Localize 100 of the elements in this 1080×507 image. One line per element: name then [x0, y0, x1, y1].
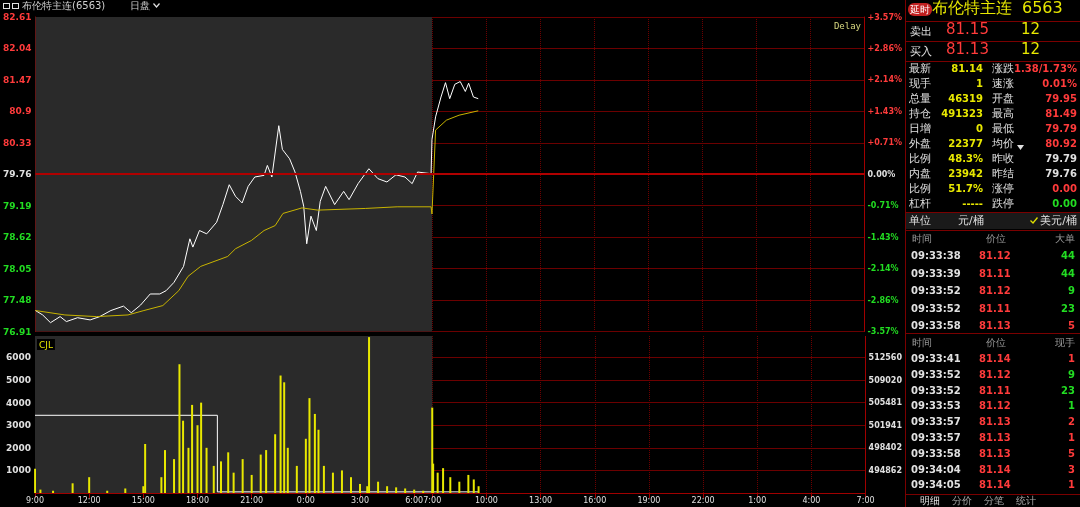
x-tick-label: 9:00: [26, 495, 44, 505]
y-tick-label: 6000: [5, 352, 31, 363]
text: 延时: [908, 3, 932, 16]
y-tick-label: 2000: [5, 442, 31, 453]
text: 09:33:38: [911, 249, 961, 263]
text: 81.13: [979, 319, 1011, 333]
text: 81.14: [979, 478, 1011, 493]
text: 1.38/1.73%: [1013, 62, 1077, 76]
text: 79.95: [1045, 92, 1077, 106]
y2-tick-label: -0.71%: [867, 201, 899, 211]
y2-tick-label: +1.43%: [867, 106, 903, 116]
text: 1: [976, 77, 983, 91]
y2-tick-label: -3.57%: [867, 327, 899, 336]
y2-tick-label: 501941: [868, 420, 903, 430]
y-tick-label: 79.76: [3, 169, 32, 180]
text: 5: [1068, 446, 1075, 461]
text: 跌停: [992, 197, 1014, 211]
text: 09:33:52: [911, 301, 961, 316]
text: 09:33:39: [911, 266, 961, 281]
text: 价位: [986, 336, 1006, 350]
text: 统计: [1016, 495, 1036, 507]
y2-tick-label: +2.14%: [867, 75, 903, 85]
y2-tick-label: +2.86%: [867, 43, 903, 53]
text: 79.79: [1045, 122, 1077, 136]
text: 涨跌: [992, 62, 1014, 76]
text: 1: [1068, 399, 1075, 414]
text: 09:33:52: [911, 284, 961, 298]
text: 48.3%: [948, 152, 983, 166]
text: 单位: [909, 214, 931, 228]
text: 491323: [941, 107, 983, 121]
y2-tick-label: 498402: [868, 443, 903, 453]
x-tick-label: 12:00: [77, 495, 101, 505]
y-tick-label: 76.91: [3, 326, 32, 337]
text: 81.14: [979, 462, 1011, 477]
text: 1: [1068, 352, 1075, 366]
text: 开盘: [992, 92, 1014, 106]
text: 81.49: [1045, 107, 1077, 121]
text: 44: [1061, 249, 1075, 263]
text: 3: [1068, 462, 1075, 477]
text: 81.13: [946, 40, 989, 58]
x-tick-label: 1:00: [748, 495, 767, 505]
y2-tick-label: -2.14%: [867, 264, 899, 274]
y-tick-label: 82.04: [3, 43, 32, 54]
y-tick-label: 4000: [5, 397, 31, 408]
x-tick-label: 4:00: [802, 495, 821, 505]
text: 大单: [1055, 232, 1075, 246]
text: 最低: [992, 122, 1014, 136]
text: 布伦特主连: [932, 0, 1012, 17]
text: 比例: [909, 152, 931, 166]
text: 12: [1021, 20, 1041, 38]
text: 79.76: [1045, 167, 1077, 181]
chart-title: 布伦特主连(6563): [22, 0, 106, 11]
x-tick-label: 19:00: [637, 495, 661, 505]
text: 速涨: [992, 77, 1014, 91]
text: 9: [1068, 284, 1075, 298]
text: 81.15: [946, 20, 989, 38]
text: 81.13: [979, 446, 1011, 461]
text: 81.14: [979, 352, 1011, 366]
text: 46319: [948, 92, 983, 106]
text: 均价: [992, 137, 1014, 151]
text: 比例: [909, 182, 931, 196]
text: 44: [1061, 266, 1075, 281]
text: 81.14: [951, 62, 983, 76]
text: 79.79: [1045, 152, 1077, 166]
text: 元/桶: [958, 214, 984, 228]
text: 6563: [1022, 0, 1063, 17]
text: 81.13: [979, 431, 1011, 445]
y-tick-label: 5000: [5, 375, 31, 386]
x-tick-label: 0:00: [296, 495, 315, 505]
text: 22377: [948, 137, 983, 151]
text: 81.12: [979, 367, 1011, 382]
text: 杠杆: [909, 197, 931, 211]
y-tick-label: 78.62: [3, 232, 32, 243]
y-tick-label: 79.19: [3, 200, 32, 211]
text: 分价: [952, 495, 972, 507]
text: 09:33:41: [911, 352, 961, 366]
x-tick-label: 15:00: [131, 495, 155, 505]
x-tick-label: 6:00: [405, 495, 424, 505]
text: 分笔: [984, 495, 1004, 507]
text: 0: [976, 122, 983, 136]
x-tick-label: 18:00: [185, 495, 210, 505]
text: 时间: [912, 336, 932, 350]
text: 最高: [992, 107, 1014, 121]
text: 现手: [1055, 336, 1075, 350]
text: 09:33:58: [911, 446, 961, 461]
y2-tick-label: 494862: [868, 465, 903, 475]
text: 23: [1061, 301, 1075, 316]
y2-tick-label: 0.00%: [867, 169, 896, 179]
y2-tick-label: +3.57%: [867, 12, 903, 22]
text: 81.11: [979, 266, 1011, 281]
text: -----: [962, 197, 983, 211]
y-tick-label: 1000: [5, 465, 31, 476]
y2-tick-label: -2.86%: [867, 295, 899, 305]
text: 09:33:58: [911, 319, 961, 333]
y-tick-label: 80.9: [9, 106, 32, 117]
text: 81.12: [979, 284, 1011, 298]
text: 81.11: [979, 301, 1011, 316]
text: 09:33:52: [911, 383, 961, 398]
text: 1: [1068, 478, 1075, 493]
y-tick-label: 77.48: [3, 295, 32, 306]
